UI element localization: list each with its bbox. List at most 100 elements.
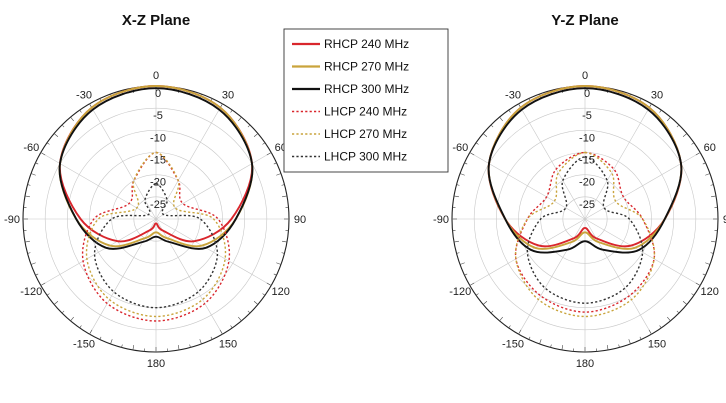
- grid-spoke: [584, 152, 701, 220]
- radial-tick-label: 0: [155, 88, 161, 100]
- legend-label: LHCP 240 MHz: [324, 105, 407, 119]
- angle-tick-mark: [711, 240, 717, 243]
- angle-tick-label: 0: [153, 70, 159, 82]
- angle-tick-mark: [705, 173, 711, 176]
- angle-tick-mark: [499, 116, 503, 122]
- angle-tick-mark: [24, 195, 30, 198]
- radial-tick-label: -25: [150, 199, 166, 211]
- angle-tick-mark: [230, 325, 233, 329]
- angle-tick-mark: [27, 184, 31, 186]
- angle-tick-mark: [659, 325, 662, 329]
- angle-tick-mark: [199, 339, 202, 345]
- angle-tick-mark: [53, 301, 59, 305]
- angle-tick-mark: [238, 316, 242, 322]
- angle-tick-mark: [35, 273, 39, 276]
- angle-tick-mark: [79, 325, 82, 329]
- angle-tick-label: -90: [433, 214, 449, 226]
- angle-tick-mark: [70, 316, 74, 322]
- radial-tick-label: -5: [153, 110, 163, 122]
- plot-title: Y-Z Plane: [551, 12, 619, 29]
- angle-tick-mark: [266, 152, 272, 156]
- angle-tick-label: -120: [449, 286, 471, 298]
- angle-tick-label: 90: [723, 214, 726, 226]
- angle-tick-mark: [550, 344, 552, 348]
- legend-box: [283, 28, 449, 173]
- angle-tick-label: -60: [23, 142, 39, 154]
- angle-tick-mark: [61, 310, 65, 314]
- grid-spoke: [584, 218, 701, 286]
- angle-tick-mark: [27, 252, 31, 254]
- grid-spoke: [89, 218, 157, 335]
- angle-tick-mark: [475, 293, 479, 296]
- angle-tick-mark: [508, 109, 511, 113]
- angle-tick-mark: [262, 293, 266, 296]
- angle-tick-mark: [53, 133, 59, 137]
- series-line-lhcp-240-mhz: [81, 151, 231, 322]
- angle-tick-label: 90: [294, 214, 306, 226]
- series-line-lhcp-240-mhz: [514, 151, 656, 313]
- grid-spoke: [469, 152, 586, 220]
- angle-tick-label: -150: [73, 339, 95, 351]
- angle-tick-mark: [210, 336, 213, 340]
- angle-tick-mark: [606, 345, 609, 351]
- grid-spoke: [89, 103, 157, 220]
- legend-label: RHCP 270 MHz: [324, 60, 409, 74]
- radial-tick-label: -20: [579, 177, 595, 189]
- radial-tick-label: -10: [150, 132, 166, 144]
- angle-tick-label: -60: [452, 142, 468, 154]
- angle-tick-mark: [46, 142, 50, 145]
- plot-title: X-Z Plane: [122, 12, 190, 29]
- angle-tick-mark: [469, 152, 475, 156]
- angle-tick-mark: [676, 310, 680, 314]
- angle-tick-label: -120: [20, 286, 42, 298]
- angle-tick-mark: [710, 184, 714, 186]
- angle-tick-mark: [561, 345, 564, 351]
- angle-tick-label: -90: [4, 214, 20, 226]
- legend-label: RHCP 300 MHz: [324, 82, 409, 96]
- angle-tick-mark: [99, 336, 102, 340]
- angle-tick-mark: [459, 262, 465, 265]
- angle-tick-label: -30: [505, 89, 521, 101]
- legend-label: LHCP 270 MHz: [324, 127, 407, 141]
- radial-tick-label: -10: [579, 132, 595, 144]
- angle-tick-mark: [648, 329, 652, 335]
- angle-tick-mark: [628, 339, 631, 345]
- angle-tick-mark: [40, 282, 46, 286]
- angle-tick-mark: [276, 173, 282, 176]
- angle-tick-mark: [247, 124, 251, 128]
- angle-tick-mark: [282, 195, 288, 198]
- angle-tick-mark: [691, 142, 695, 145]
- angle-tick-mark: [659, 109, 662, 113]
- angle-tick-label: 30: [222, 89, 234, 101]
- legend-label: RHCP 240 MHz: [324, 37, 409, 51]
- angle-tick-mark: [46, 293, 50, 296]
- angle-tick-mark: [702, 162, 706, 165]
- angle-tick-mark: [132, 345, 135, 351]
- grid-spoke: [155, 152, 272, 220]
- radial-tick-label: -20: [150, 177, 166, 189]
- angle-tick-mark: [35, 162, 39, 165]
- angle-tick-mark: [238, 116, 242, 122]
- grid-spoke: [155, 103, 223, 220]
- angle-tick-mark: [475, 142, 479, 145]
- angle-tick-mark: [40, 152, 46, 156]
- angle-tick-mark: [518, 329, 522, 335]
- grid-spoke: [155, 218, 272, 286]
- angle-tick-label: 120: [272, 286, 290, 298]
- angle-tick-label: -150: [502, 339, 524, 351]
- legend-label: LHCP 300 MHz: [324, 150, 407, 164]
- angle-tick-mark: [469, 282, 475, 286]
- angle-tick-mark: [24, 240, 30, 243]
- series-line-rhcp-300-mhz: [58, 87, 254, 250]
- angle-tick-label: -30: [76, 89, 92, 101]
- angle-tick-mark: [282, 240, 288, 243]
- angle-tick-mark: [490, 124, 494, 128]
- angle-tick-mark: [253, 301, 259, 305]
- angle-tick-mark: [539, 339, 542, 345]
- angle-tick-label: 180: [147, 358, 165, 370]
- series-line-lhcp-300-mhz: [93, 182, 219, 309]
- angle-tick-mark: [89, 329, 93, 335]
- grid-spoke: [469, 218, 586, 286]
- angle-tick-mark: [682, 301, 688, 305]
